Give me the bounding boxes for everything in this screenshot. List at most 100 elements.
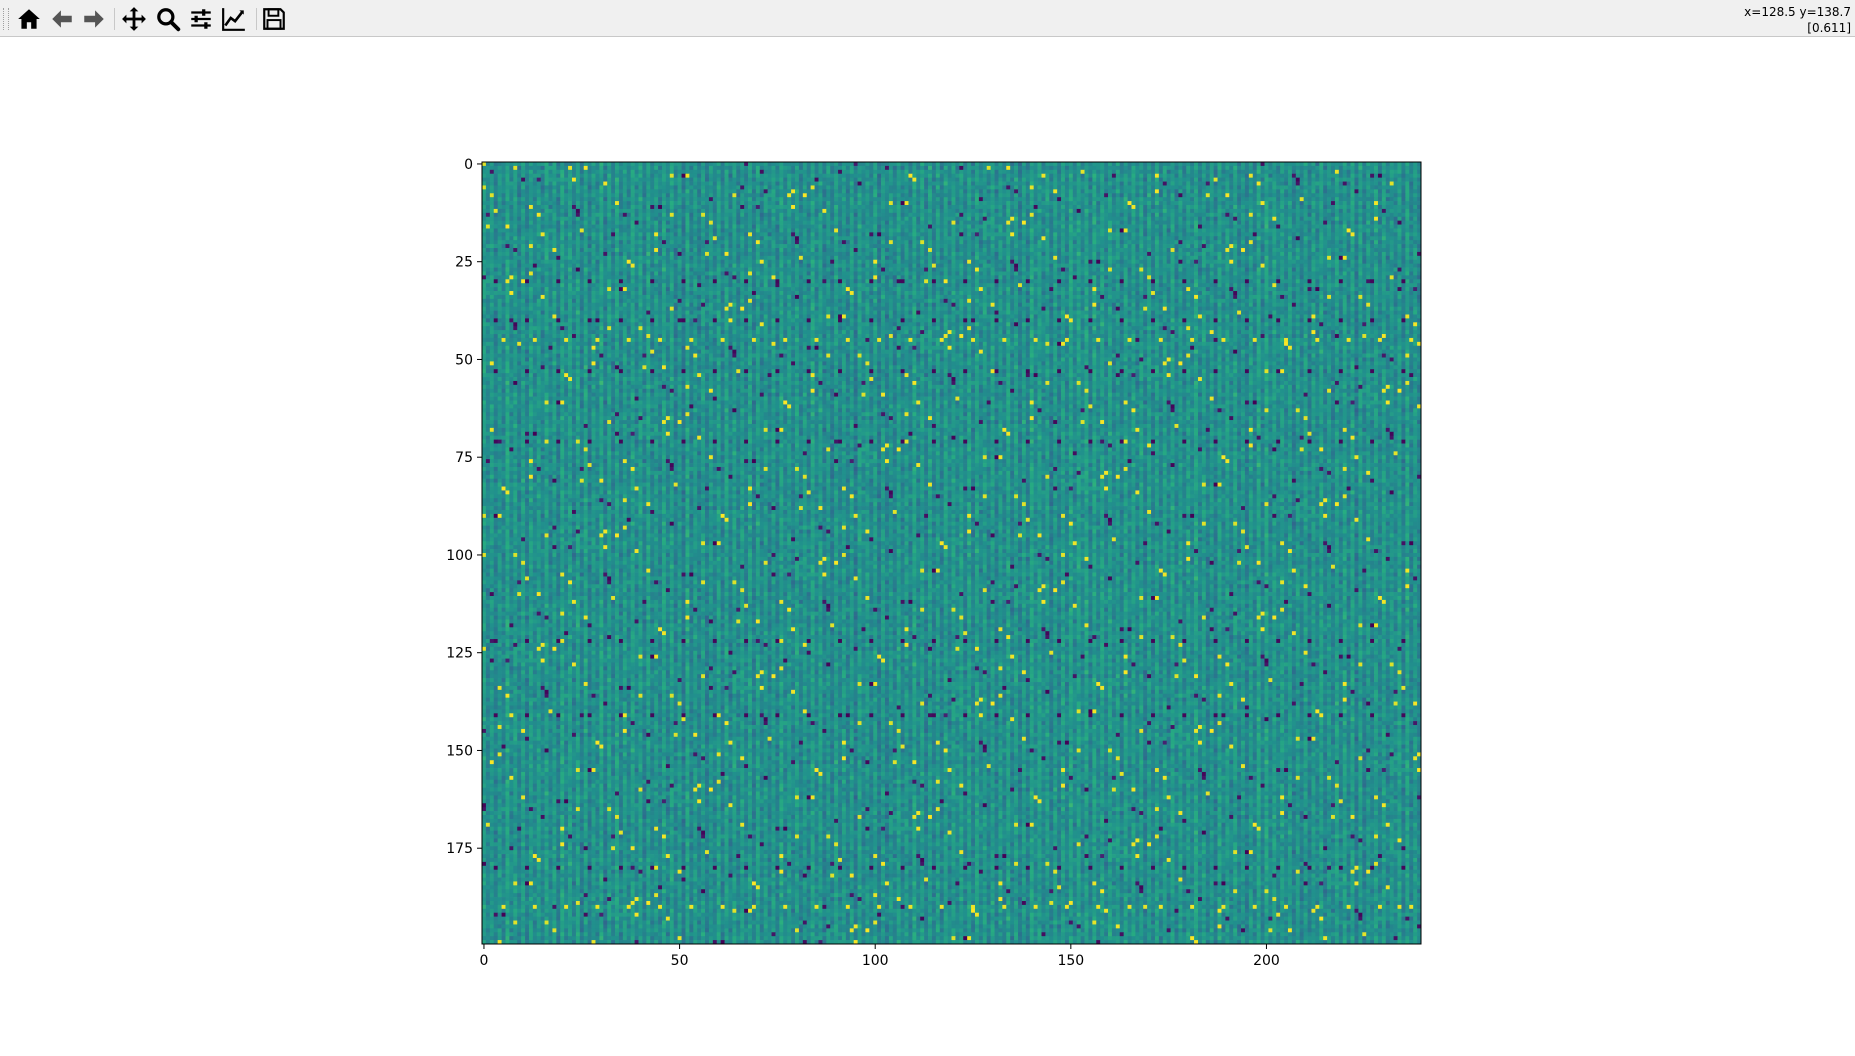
heatmap-cell xyxy=(948,205,952,209)
heatmap-image[interactable] xyxy=(482,162,1421,944)
heatmap-cell xyxy=(1229,193,1233,197)
heatmap-cell xyxy=(1354,178,1358,182)
heatmap-cell xyxy=(529,162,533,166)
heatmap-cell xyxy=(623,178,627,182)
heatmap-cell xyxy=(1272,166,1276,170)
heatmap-cell xyxy=(1327,213,1331,217)
heatmap-cell xyxy=(1175,182,1179,186)
heatmap-cell xyxy=(693,182,697,186)
heatmap-cell xyxy=(752,197,756,201)
heatmap-cell xyxy=(850,170,854,174)
heatmap-cell xyxy=(713,201,717,205)
heatmap-cell xyxy=(693,185,697,189)
heatmap-cell xyxy=(1167,174,1171,178)
heatmap-cell xyxy=(1261,193,1265,197)
heatmap-cell xyxy=(811,217,815,221)
heatmap-cell xyxy=(674,221,678,225)
heatmap-cell xyxy=(580,178,584,182)
heatmap-cell xyxy=(576,209,580,213)
heatmap-cell xyxy=(1241,201,1245,205)
heatmap-cell xyxy=(830,221,834,225)
heatmap-cell xyxy=(1022,178,1026,182)
heatmap-cell xyxy=(505,201,509,205)
heatmap-cell xyxy=(1374,217,1378,221)
heatmap-cell xyxy=(932,205,936,209)
heatmap-cell xyxy=(1116,209,1120,213)
heatmap-cell xyxy=(779,197,783,201)
heatmap-cell xyxy=(1108,209,1112,213)
heatmap-cell xyxy=(623,182,627,186)
heatmap-cell xyxy=(1257,209,1261,213)
heatmap-cell xyxy=(1143,205,1147,209)
heatmap-cell xyxy=(795,193,799,197)
heatmap-cell xyxy=(740,166,744,170)
heatmap-cell xyxy=(1053,205,1057,209)
heatmap-cell xyxy=(1401,197,1405,201)
heatmap-cell xyxy=(592,162,596,166)
heatmap-cell xyxy=(1081,209,1085,213)
heatmap-cell xyxy=(670,174,674,178)
heatmap-cell xyxy=(775,189,779,193)
heatmap-cell xyxy=(779,205,783,209)
heatmap-cell xyxy=(1178,189,1182,193)
heatmap-cell xyxy=(560,174,564,178)
heatmap-cell xyxy=(1010,217,1014,221)
heatmap-cell xyxy=(646,197,650,201)
heatmap-cell xyxy=(1135,162,1139,166)
heatmap-cell xyxy=(1265,213,1269,217)
heatmap-cell xyxy=(1335,209,1339,213)
heatmap-cell xyxy=(1194,162,1198,166)
heatmap-cell xyxy=(1210,170,1214,174)
heatmap-cell xyxy=(1108,185,1112,189)
heatmap-cell xyxy=(1327,201,1331,205)
heatmap-cell xyxy=(752,221,756,225)
heatmap-cell xyxy=(670,178,674,182)
heatmap-cell xyxy=(983,213,987,217)
heatmap-cell xyxy=(979,205,983,209)
heatmap-cell xyxy=(822,201,826,205)
heatmap-cell xyxy=(1335,174,1339,178)
heatmap-cell xyxy=(521,201,525,205)
heatmap-cell xyxy=(811,170,815,174)
heatmap-cell xyxy=(1116,189,1120,193)
heatmap-cell xyxy=(580,185,584,189)
heatmap-cell xyxy=(928,209,932,213)
heatmap-cell xyxy=(513,189,517,193)
heatmap-cell xyxy=(775,197,779,201)
heatmap-cell xyxy=(885,213,889,217)
heatmap-cell xyxy=(1401,174,1405,178)
heatmap-cell xyxy=(807,174,811,178)
heatmap-cell xyxy=(1026,221,1030,225)
heatmap-cell xyxy=(1351,193,1355,197)
heatmap-cell xyxy=(854,166,858,170)
heatmap-cell xyxy=(889,174,893,178)
heatmap-cell xyxy=(732,205,736,209)
heatmap-cell xyxy=(513,170,517,174)
heatmap-cell xyxy=(1120,182,1124,186)
heatmap-cell xyxy=(1167,166,1171,170)
heatmap-cell xyxy=(517,217,521,221)
heatmap-cell xyxy=(803,170,807,174)
heatmap-cell xyxy=(1077,193,1081,197)
heatmap-cell xyxy=(627,189,631,193)
heatmap-cell xyxy=(1182,170,1186,174)
heatmap-cell xyxy=(775,221,779,225)
heatmap-cell xyxy=(1268,178,1272,182)
heatmap-cell xyxy=(1030,162,1034,166)
heatmap-cell xyxy=(1261,201,1265,205)
heatmap-cell xyxy=(560,170,564,174)
heatmap-cell xyxy=(1081,185,1085,189)
heatmap-cell xyxy=(564,170,568,174)
heatmap-cell xyxy=(830,170,834,174)
heatmap-cell xyxy=(678,193,682,197)
heatmap-cell xyxy=(1077,166,1081,170)
heatmap-cell xyxy=(740,182,744,186)
heatmap-cell xyxy=(1354,217,1358,221)
heatmap-cell xyxy=(1354,174,1358,178)
heatmap-cell xyxy=(987,170,991,174)
heatmap-cell xyxy=(607,193,611,197)
heatmap-cell xyxy=(924,178,928,182)
heatmap-cell xyxy=(1362,185,1366,189)
heatmap-cell xyxy=(772,209,776,213)
heatmap-cell xyxy=(498,193,502,197)
